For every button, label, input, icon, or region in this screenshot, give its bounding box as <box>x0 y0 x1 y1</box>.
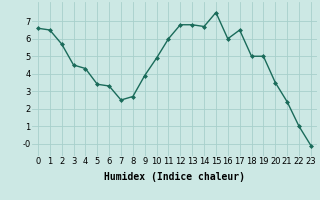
X-axis label: Humidex (Indice chaleur): Humidex (Indice chaleur) <box>104 172 245 182</box>
